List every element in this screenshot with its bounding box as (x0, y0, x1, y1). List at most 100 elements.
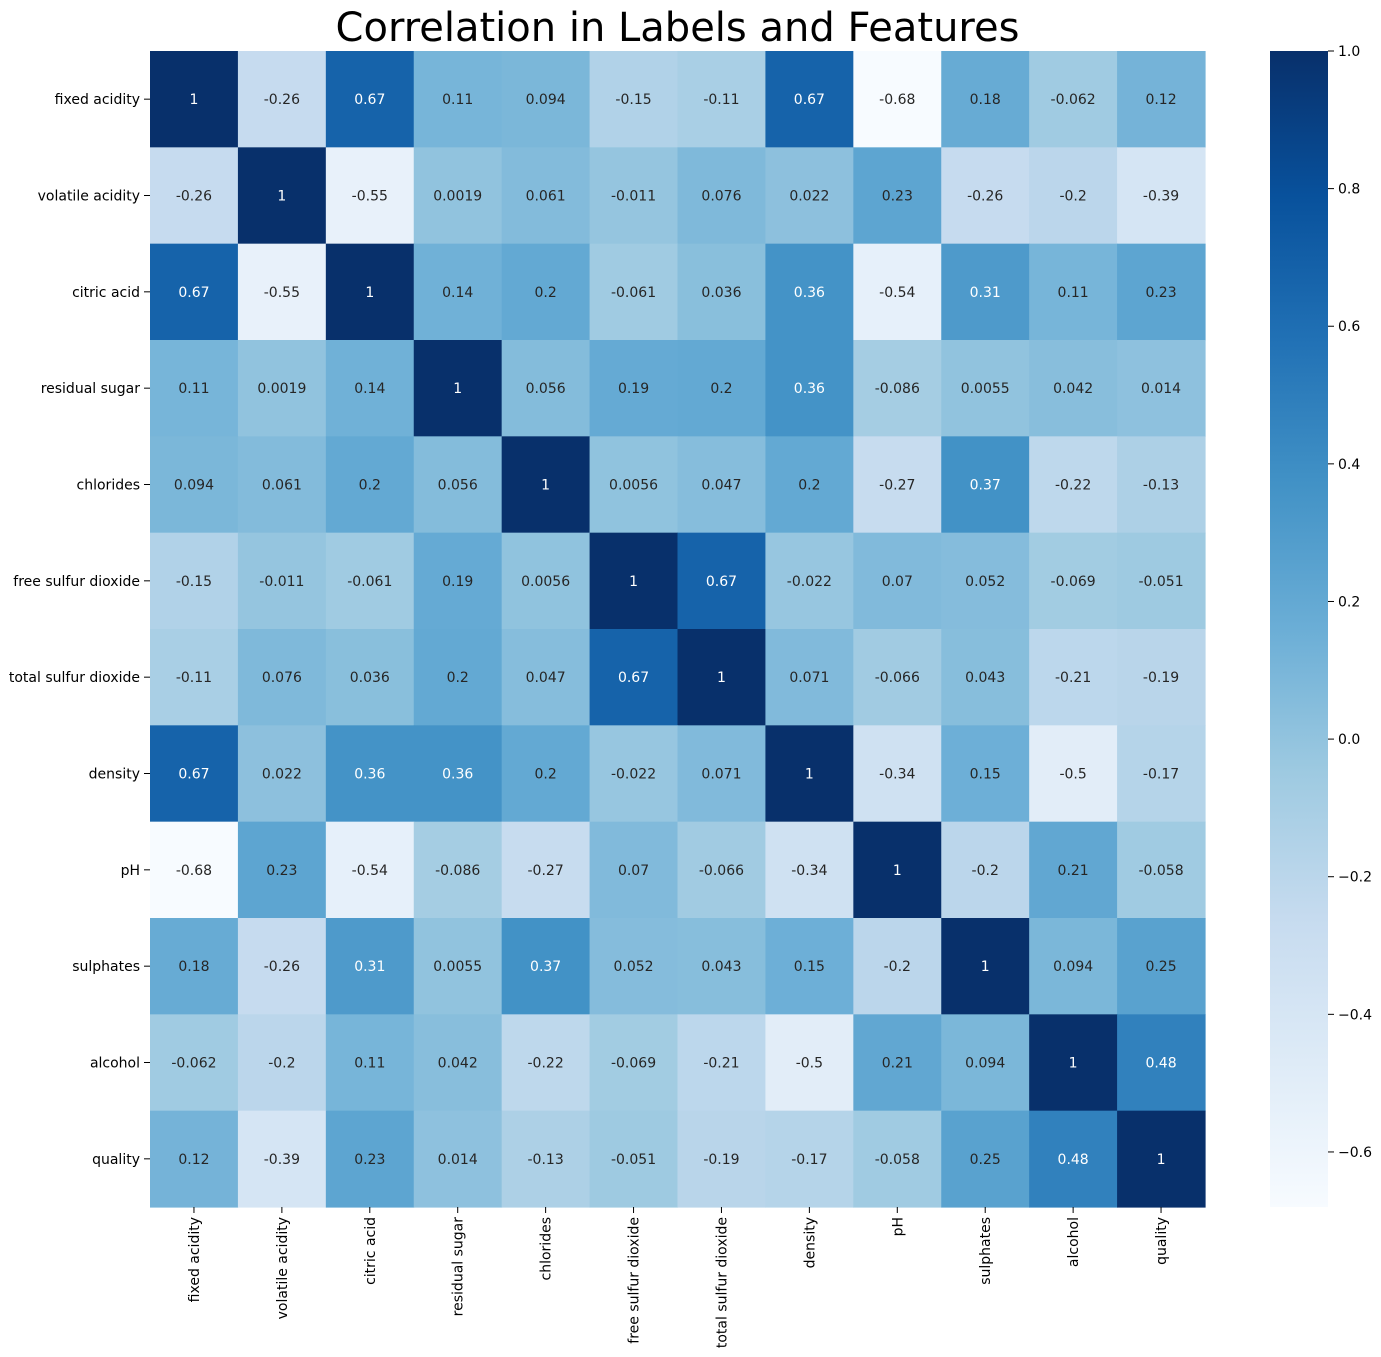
cell-value-label: -0.19 (703, 1152, 739, 1168)
cell-value-label: -0.15 (615, 92, 651, 108)
y-tick-label: volatile acidity (38, 189, 140, 205)
cell-value-label: -0.27 (528, 863, 564, 879)
heatmap-cell (853, 532, 942, 630)
heatmap-cell (325, 147, 415, 245)
heatmap-cell (1117, 821, 1206, 919)
cell-value-label: 0.37 (970, 478, 1001, 494)
heatmap-cell (413, 243, 503, 341)
heatmap-cell (589, 147, 679, 245)
heatmap-cell (1117, 147, 1206, 245)
heatmap-cell (941, 340, 1030, 437)
heatmap-cell (765, 340, 854, 437)
heatmap-cell (501, 340, 591, 437)
heatmap-cell (853, 243, 942, 341)
heatmap-cell (765, 725, 854, 823)
cell-value-label: 0.071 (701, 767, 741, 783)
cell-value-label: 0.036 (350, 670, 390, 686)
cell-value-label: 0.07 (882, 574, 913, 590)
heatmap-cell (853, 725, 942, 823)
heatmap-cell (1117, 340, 1206, 437)
heatmap-cell (941, 725, 1030, 823)
cell-value-label: -0.051 (611, 1152, 656, 1168)
cell-value-label: 0.48 (1058, 1152, 1089, 1168)
heatmap-cell (1117, 243, 1206, 341)
heatmap-cell (589, 1014, 679, 1112)
cell-value-label: -0.062 (171, 1056, 216, 1072)
cell-value-label: 0.043 (701, 959, 741, 975)
cell-value-label: -0.39 (1143, 189, 1179, 205)
cell-value-label: 0.094 (1053, 959, 1093, 975)
x-tick-label: volatile acidity (275, 1217, 291, 1319)
heatmap-cell (941, 147, 1030, 245)
heatmap-cell (501, 918, 591, 1015)
heatmap-cell (1117, 629, 1206, 726)
cell-value-label: 0.11 (1058, 285, 1089, 301)
heatmap-cell (150, 340, 239, 437)
cell-value-label: 0.094 (965, 1056, 1005, 1072)
heatmap-cell (765, 629, 854, 726)
heatmap-cell (413, 821, 503, 919)
cell-value-label: 1 (893, 863, 902, 879)
heatmap-cell (501, 147, 591, 245)
heatmap-cell (765, 821, 854, 919)
heatmap-cell (501, 51, 591, 148)
heatmap-cell (853, 147, 942, 245)
cell-value-label: 1 (717, 670, 726, 686)
heatmap-cell (413, 918, 503, 1015)
heatmap-cell (325, 1110, 415, 1208)
cell-value-label: 0.11 (178, 381, 209, 397)
heatmap-cell (413, 532, 503, 630)
cell-value-label: 0.12 (1145, 92, 1176, 108)
heatmap-cell (150, 1014, 239, 1112)
heatmap-cell (237, 918, 327, 1015)
y-tick-label: fixed acidity (55, 92, 140, 108)
cell-value-label: 0.2 (447, 670, 469, 686)
heatmap-cell (413, 340, 503, 437)
cell-value-label: 0.076 (262, 670, 302, 686)
x-axis: fixed acidity volatile acidity citric acid… (187, 1207, 1170, 1348)
heatmap-cell (677, 918, 767, 1015)
colorbar-tick-label: 1.0 (1338, 44, 1360, 60)
cell-value-label: 0.67 (618, 670, 649, 686)
cell-value-label: 0.25 (970, 1152, 1001, 1168)
cell-value-label: 0.2 (534, 285, 556, 301)
heatmap-cell (237, 629, 327, 726)
cell-value-label: 0.36 (442, 767, 473, 783)
cell-value-label: 0.0056 (609, 478, 658, 494)
heatmap-cell (1029, 725, 1118, 823)
heatmap-cell (325, 725, 415, 823)
cell-value-label: 0.18 (178, 959, 209, 975)
heatmap-cell (237, 1110, 327, 1208)
cell-value-label: 1 (981, 959, 990, 975)
heatmap-cell (1117, 725, 1206, 823)
cell-value-label: 0.047 (526, 670, 566, 686)
cell-value-label: 0.67 (178, 767, 209, 783)
heatmap-cell (1029, 821, 1118, 919)
colorbar-tick-label: −0.2 (1338, 870, 1372, 886)
heatmap-cell (501, 243, 591, 341)
cell-value-label: 0.0055 (433, 959, 482, 975)
x-tick-label: chlorides (539, 1217, 555, 1280)
heatmap-cell (1029, 340, 1118, 437)
cell-value-label: 1 (1069, 1056, 1078, 1072)
heatmap-cell (1029, 1110, 1118, 1208)
cell-value-label: 1 (365, 285, 374, 301)
heatmap-cell (413, 147, 503, 245)
cell-value-label: -0.22 (528, 1056, 564, 1072)
heatmap-cell (1029, 436, 1118, 534)
heatmap-cell (677, 1110, 767, 1208)
heatmap-cell (150, 436, 239, 534)
heatmap-cell (765, 918, 854, 1015)
heatmap-cell (853, 51, 942, 148)
cell-value-label: 0.36 (794, 285, 825, 301)
heatmap-cell (589, 629, 679, 726)
cell-value-label: 0.076 (701, 189, 741, 205)
heatmap-cell (589, 725, 679, 823)
cell-value-label: 0.23 (882, 189, 913, 205)
heatmap-cell (413, 1014, 503, 1112)
heatmap-cell (941, 629, 1030, 726)
heatmap-cell (941, 1110, 1030, 1208)
cell-value-label: -0.061 (611, 285, 656, 301)
cell-annotations: 1 -0.26 0.67 0.11 0.094 -0.15 -0.11 0.67 -0.68 0.… (171, 92, 1183, 1168)
cell-value-label: -0.54 (879, 285, 915, 301)
